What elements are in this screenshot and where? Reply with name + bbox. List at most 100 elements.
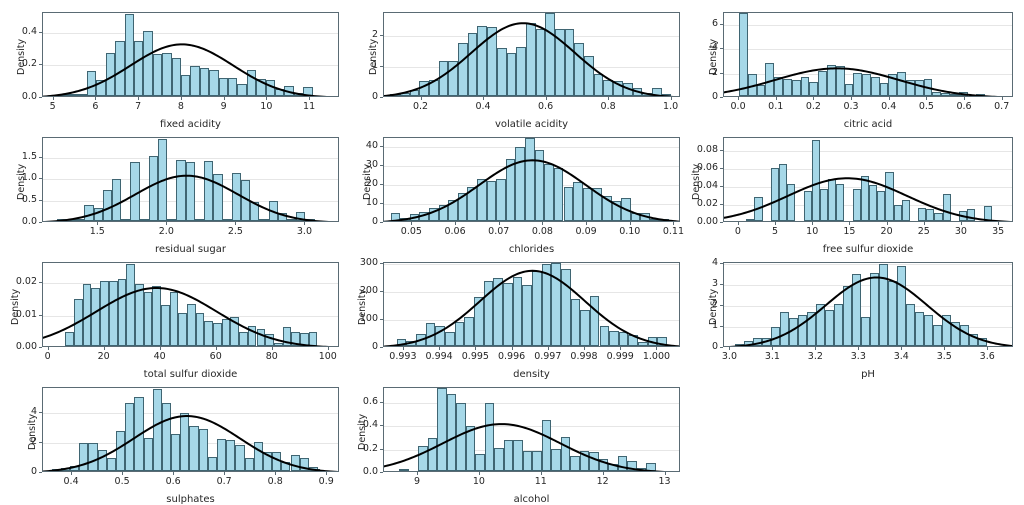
x-tick-label: 9	[220, 101, 227, 112]
histogram-bar	[213, 174, 223, 221]
histogram-bar	[428, 207, 439, 221]
histogram-bar	[213, 323, 222, 346]
y-tick-mark	[380, 222, 383, 223]
histogram-bar	[169, 291, 179, 346]
histogram-bar	[933, 325, 943, 346]
x-tick-mark	[664, 472, 666, 475]
y-tick-label: 0.0	[362, 466, 378, 477]
y-tick-mark	[39, 31, 42, 33]
x-tick-mark	[309, 97, 311, 100]
histogram-bar	[162, 52, 172, 96]
histogram-bar	[592, 187, 602, 221]
histogram-bar	[870, 76, 880, 96]
x-tick-label: 0.998	[570, 351, 598, 362]
histogram-bar	[209, 69, 219, 96]
plot-area	[42, 387, 339, 472]
y-tick-label: 4	[711, 42, 718, 54]
x-tick-mark	[71, 472, 73, 475]
histogram-bar	[599, 325, 610, 346]
y-tick-label: 2	[711, 299, 718, 311]
x-tick-mark	[729, 347, 731, 350]
x-tick-mark	[926, 97, 928, 100]
x-tick-mark	[420, 97, 422, 100]
histogram-bar	[291, 332, 300, 346]
x-tick-label: 9	[414, 476, 421, 487]
histogram-bar	[467, 33, 478, 96]
x-tick-mark	[775, 222, 777, 225]
histogram-bar	[617, 456, 628, 471]
histogram-bar	[862, 73, 871, 96]
histogram-bar	[152, 54, 163, 96]
histogram-bar	[195, 312, 205, 346]
histogram-bar	[484, 402, 495, 471]
x-axis-label: sulphates	[166, 494, 215, 505]
y-tick-label: 2	[30, 436, 37, 448]
x-tick-label: 3.0	[721, 351, 737, 362]
y-tick-mark	[39, 222, 42, 223]
histogram-bar	[198, 428, 208, 471]
x-tick-mark	[542, 222, 544, 225]
x-tick-mark	[923, 222, 925, 225]
x-tick-label: 0.05	[400, 226, 422, 237]
density-curve	[384, 269, 679, 346]
histogram-bar	[217, 438, 227, 471]
plot-area	[723, 137, 1013, 222]
histogram-bar	[475, 454, 485, 471]
histogram-bar	[290, 455, 300, 471]
x-tick-label: 3.6	[979, 351, 995, 362]
histogram-bar	[835, 66, 845, 96]
y-tick-label: 2	[711, 66, 718, 78]
histogram-bar	[194, 219, 205, 221]
histogram-bar	[806, 312, 816, 346]
density-curve	[44, 174, 329, 221]
y-tick-label: 20	[365, 178, 378, 190]
x-tick-label: 0.1	[768, 101, 784, 112]
histogram-bar	[496, 48, 507, 96]
gridline-y	[43, 32, 338, 34]
x-tick-label: 0.3	[843, 101, 859, 112]
plot-area	[383, 137, 680, 222]
histogram-bar	[818, 71, 827, 96]
x-tick-mark	[235, 222, 237, 225]
histogram-bar	[589, 452, 599, 471]
histogram-bar	[496, 178, 506, 221]
histogram-bar	[299, 457, 309, 471]
histogram-bar	[924, 314, 934, 346]
y-tick-mark	[380, 347, 383, 348]
x-tick-label: 1.5	[89, 226, 105, 237]
y-tick-mark	[39, 64, 42, 66]
histogram-bar	[844, 83, 854, 96]
x-tick-mark	[511, 347, 513, 350]
histogram-bar	[618, 332, 629, 346]
histogram-bar	[906, 304, 916, 346]
x-tick-label: 1.000	[642, 351, 671, 362]
y-tick-mark	[380, 425, 383, 427]
x-tick-mark	[858, 347, 860, 350]
density-curve	[43, 415, 338, 471]
y-tick-mark	[720, 186, 723, 188]
x-tick-label: 1.0	[663, 101, 679, 112]
y-tick-label: 0	[30, 466, 37, 477]
histogram-bar	[487, 26, 497, 96]
x-axis-label: fixed acidity	[160, 119, 221, 130]
y-tick-mark	[380, 146, 383, 148]
y-tick-label: 300	[359, 257, 378, 269]
histogram-bar	[870, 272, 880, 346]
x-tick-label: 0.999	[606, 351, 634, 362]
histogram-bar	[121, 219, 131, 221]
x-tick-mark	[173, 472, 175, 475]
x-tick-label: 20	[880, 226, 893, 237]
histogram-bar	[574, 42, 585, 96]
x-tick-mark	[411, 222, 413, 225]
x-tick-label: 0.993	[389, 351, 417, 362]
y-tick-label: 0.04	[696, 180, 718, 192]
plot-area	[723, 262, 1013, 347]
x-tick-label: 10	[806, 226, 819, 237]
x-tick-label: 7	[135, 101, 142, 112]
x-tick-mark	[52, 97, 54, 100]
x-tick-label: 25	[917, 226, 930, 237]
x-tick-mark	[670, 97, 672, 100]
